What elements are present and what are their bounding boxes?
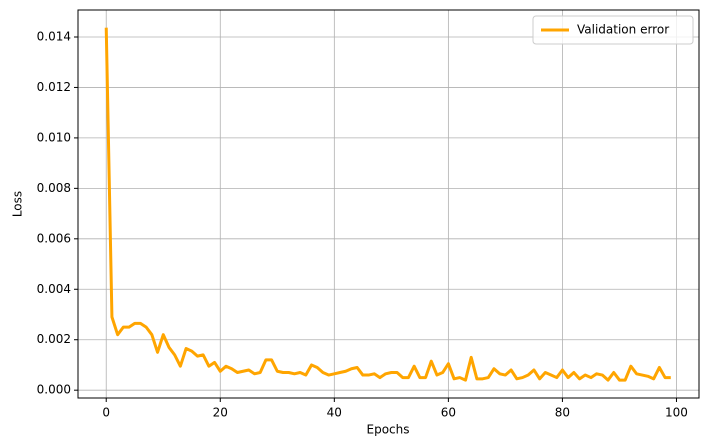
y-tick-label: 0.004 [37, 282, 71, 296]
x-tick-label: 80 [555, 406, 570, 420]
plot-frame [77, 9, 700, 399]
x-tick-label: 0 [102, 406, 110, 420]
y-tick-label: 0.002 [37, 332, 71, 346]
y-tick-label: 0.006 [37, 231, 71, 245]
legend-box [532, 15, 694, 45]
line-series [104, 27, 671, 382]
x-axis-label: Epochs [367, 423, 410, 437]
x-tick-label: 100 [665, 406, 688, 420]
y-tick-label: 0.008 [37, 181, 71, 195]
y-tick-label: 0.014 [37, 29, 71, 43]
y-tick-label: 0.000 [37, 383, 71, 397]
y-tick-label: 0.010 [37, 130, 71, 144]
legend-label: Validation error [577, 23, 669, 37]
x-tick-label: 60 [441, 406, 456, 420]
x-tick-label: 20 [213, 406, 228, 420]
y-tick-label: 0.012 [37, 80, 71, 94]
y-axis-label: Loss [11, 191, 25, 217]
x-tick-label: 40 [327, 406, 342, 420]
